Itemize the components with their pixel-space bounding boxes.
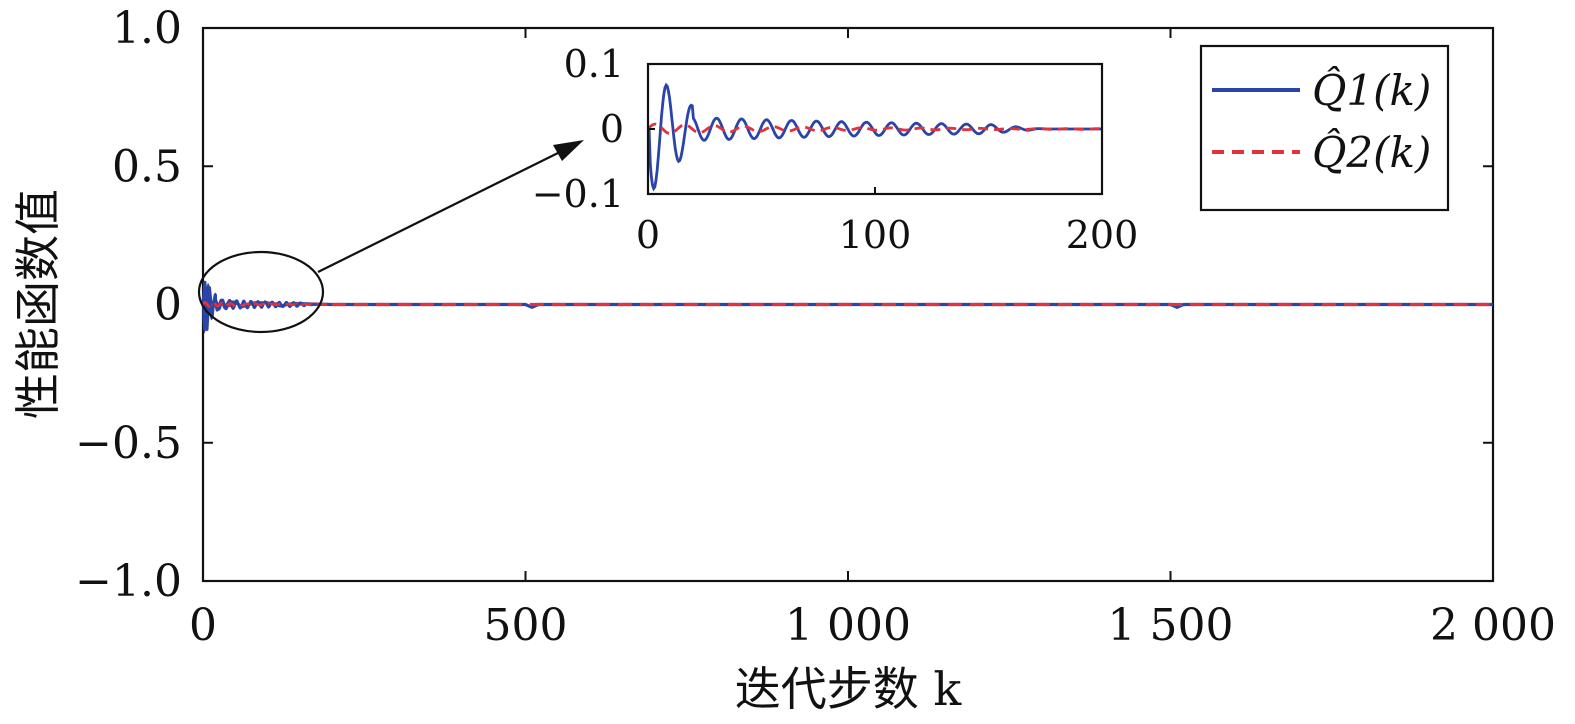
- y-tick-label: 0: [154, 280, 182, 331]
- main-plot: 0 500 1 000 1 500 2 000 1.0 0.5 0 −0.5 −1.0: [75, 3, 1556, 651]
- main-series-lines: [201, 280, 1493, 334]
- zoom-arrow-line: [317, 151, 561, 273]
- x-axis-label: 迭代步数 k: [735, 662, 963, 716]
- inset-y-tick-labels: 0.1 0 −0.1: [532, 42, 624, 216]
- y-tick-label: 0.5: [112, 141, 182, 192]
- main-x-tick-labels: 0 500 1 000 1 500 2 000: [189, 600, 1556, 651]
- inset-x-tick-label: 100: [839, 213, 912, 257]
- x-tick-label: 1 500: [1108, 600, 1234, 651]
- y-axis-label: 性能函数值: [11, 189, 65, 419]
- inset-y-tick-label: 0.1: [564, 42, 624, 86]
- x-tick-label: 2 000: [1430, 600, 1556, 651]
- inset-x-tick-labels: 0 100 200: [636, 213, 1138, 257]
- x-tick-label: 1 000: [785, 600, 911, 651]
- series-line-2-early: [201, 301, 332, 308]
- inset-x-tick-label: 0: [636, 213, 660, 257]
- zoom-arrow-head: [553, 140, 584, 161]
- inset-y-tick-label: −0.1: [532, 172, 624, 216]
- inset-axis-ticks: [647, 63, 1103, 195]
- inset-x-tick-label: 200: [1066, 213, 1139, 257]
- inset-y-tick-label: 0: [600, 107, 624, 151]
- y-tick-label: −0.5: [75, 418, 182, 469]
- legend-q2-label: Q̂2(k): [1312, 126, 1431, 177]
- inset-plot: 0 100 200 0.1 0 −0.1: [532, 42, 1139, 257]
- legend-box: [1199, 44, 1450, 212]
- y-tick-label: 1.0: [112, 3, 182, 54]
- inset-series-line-2: [646, 122, 1102, 135]
- legend-q1-label: Q̂1(k): [1312, 64, 1431, 115]
- inset-series-lines: [646, 82, 1102, 192]
- main-y-tick-labels: 1.0 0.5 0 −0.5 −1.0: [75, 3, 182, 607]
- x-tick-label: 0: [189, 600, 217, 651]
- zoom-ellipse: [197, 250, 325, 334]
- y-tick-label: −1.0: [75, 556, 182, 607]
- legend: Q̂1(k) Q̂2(k): [1199, 44, 1450, 212]
- x-tick-label: 500: [484, 600, 568, 651]
- zoom-annotation: [197, 140, 584, 334]
